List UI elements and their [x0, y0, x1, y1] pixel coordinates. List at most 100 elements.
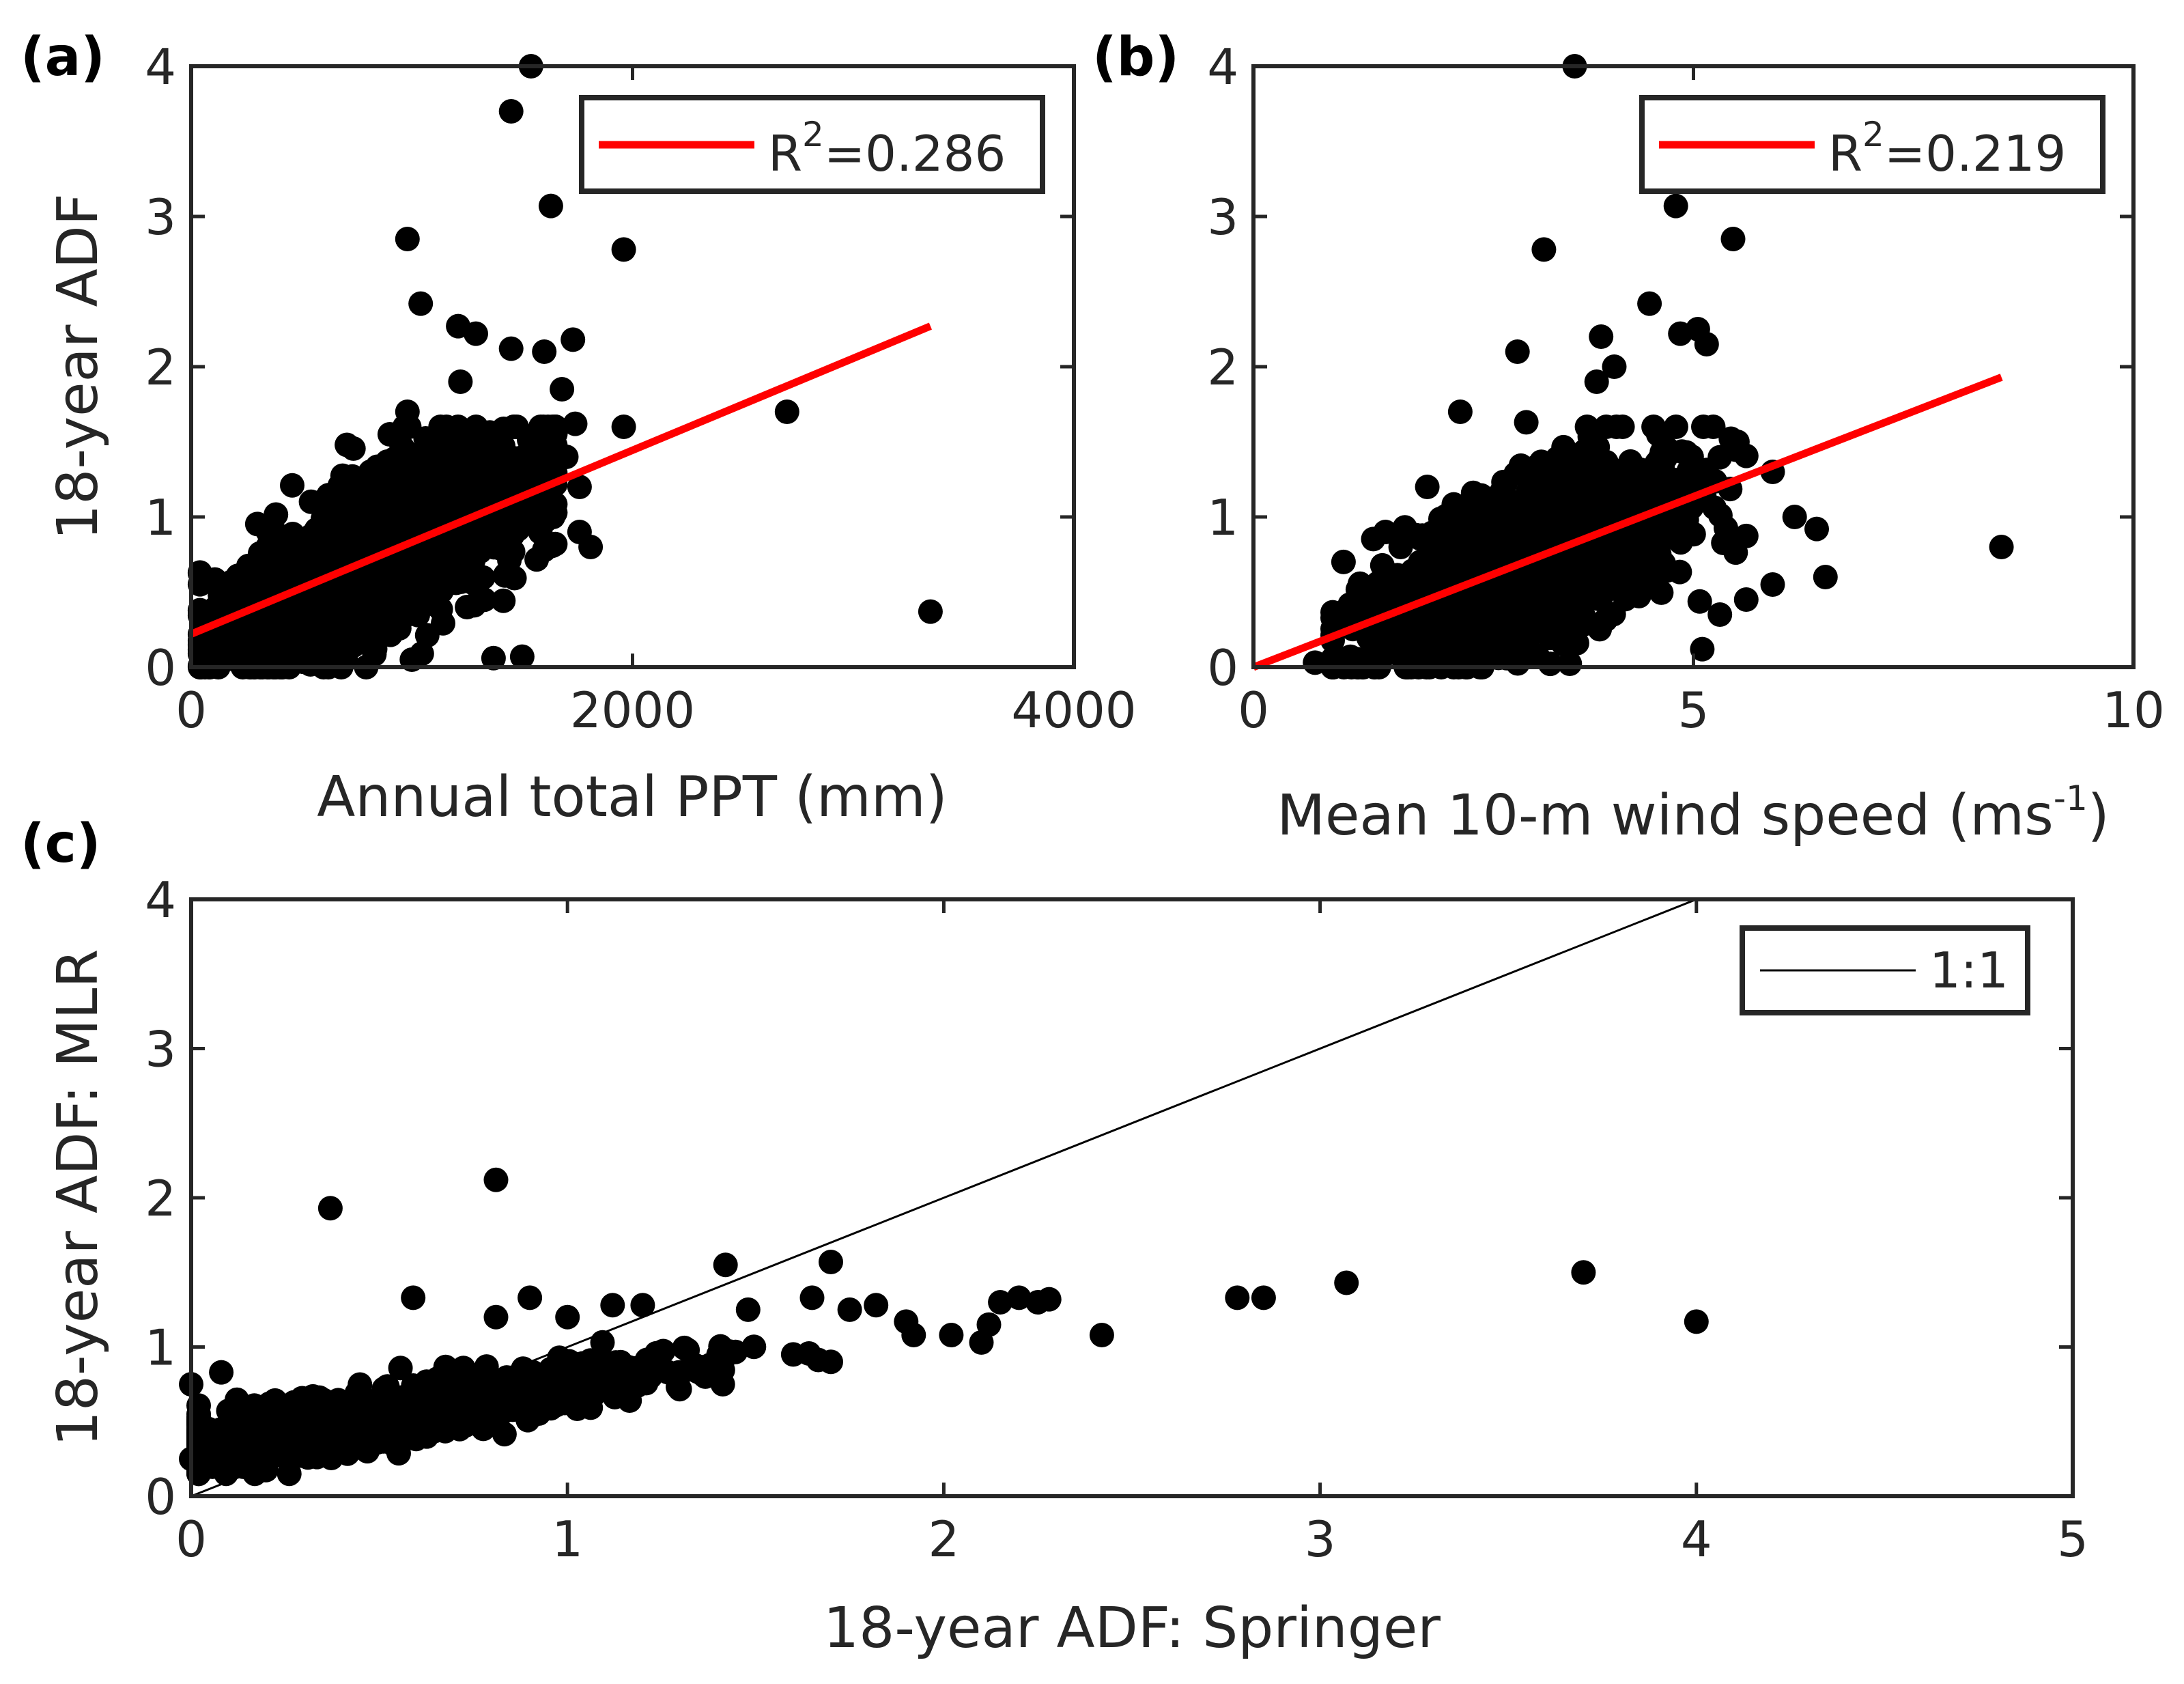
panel-b-point	[1645, 422, 1671, 447]
panel-a-legend-label-sup: 2	[802, 115, 824, 154]
panel-a-point	[275, 615, 300, 641]
panel-c-point	[638, 1364, 663, 1390]
panel-c-point	[481, 1397, 507, 1422]
panel-b-point	[1470, 548, 1495, 574]
panel-b-point	[1638, 546, 1663, 572]
panel-a-point	[395, 399, 420, 424]
panel-a-point	[509, 644, 535, 669]
panel-b-point	[1337, 650, 1363, 675]
panel-b-point	[1498, 602, 1523, 627]
panel-b-point	[1593, 607, 1618, 632]
panel-c-point	[864, 1293, 889, 1318]
panel-b-xlabel-tail: )	[2088, 783, 2110, 848]
panel-b-point	[1516, 610, 1542, 635]
panel-a-point	[481, 422, 506, 447]
panel-a-ytick-label: 2	[145, 339, 176, 396]
panel-a-point	[414, 471, 440, 496]
panel-b-ticks: 0 5 10 0 1 2 3 4	[1207, 38, 2165, 739]
panel-b-point	[1471, 641, 1496, 666]
panel-c-point	[819, 1349, 843, 1375]
panel-a-point	[464, 321, 488, 346]
panel-a-point	[611, 237, 636, 262]
panel-c-point	[710, 1336, 735, 1361]
panel-b-point	[1584, 547, 1609, 572]
panel-b-point	[1303, 650, 1328, 675]
panel-c: (c) 0 1 2 3 4 5 0 1 2 3 4 1:1 18-year ADF: Springe…	[20, 813, 2088, 1661]
panel-c-point	[228, 1402, 253, 1427]
panel-a-point	[320, 618, 345, 643]
panel-c-point	[556, 1362, 581, 1388]
panel-b-point	[1369, 621, 1394, 647]
panel-b-point	[1551, 434, 1576, 460]
panel-b-point	[1690, 636, 1715, 662]
panel-b-point	[1479, 603, 1504, 628]
panel-c-ytick-label: 4	[145, 871, 176, 929]
panel-a-point	[347, 608, 372, 633]
panel-b-point	[1503, 461, 1529, 486]
panel-c-point	[282, 1423, 307, 1448]
panel-c-point	[600, 1293, 625, 1318]
panel-b-point	[1707, 503, 1733, 528]
panel-a-point	[774, 399, 799, 424]
panel-b-ytick-label: 0	[1207, 639, 1238, 697]
panel-b-point	[1649, 580, 1674, 605]
panel-a-point	[280, 473, 304, 498]
panel-b-point	[1760, 572, 1785, 597]
panel-b-point	[1583, 457, 1608, 482]
panel-a-legend-label-base: R	[768, 125, 802, 182]
panel-a-point	[493, 464, 518, 489]
panel-c-point	[1036, 1287, 1062, 1312]
panel-c-point	[735, 1297, 761, 1322]
panel-a-point	[517, 494, 543, 519]
panel-a-point	[472, 456, 498, 481]
panel-c-point	[266, 1399, 292, 1424]
panel-a-ticks: 0 2000 4000 0 1 2 3 4	[145, 38, 1136, 739]
panel-b-ytick-label: 4	[1207, 38, 1238, 96]
panel-a-point	[428, 415, 453, 439]
panel-a-point	[519, 431, 544, 456]
panel-b-point	[1694, 332, 1719, 356]
panel-c-point	[1006, 1285, 1032, 1310]
panel-c-point	[474, 1354, 499, 1379]
panel-b-point	[1434, 602, 1458, 627]
panel-c-point	[317, 1196, 343, 1221]
panel-b-point	[1615, 572, 1641, 597]
panel-b-point	[1507, 496, 1532, 522]
panel-b-point	[1733, 587, 1759, 612]
panel-a-point	[371, 526, 396, 551]
panel-a-legend[interactable]: R2=0.286	[579, 95, 1045, 194]
panel-b-point	[1782, 505, 1807, 529]
panel-c-point	[555, 1304, 580, 1330]
panel-a-point	[298, 489, 324, 514]
panel-a-legend-label: R2=0.286	[768, 115, 1006, 182]
panel-a-point	[550, 377, 575, 402]
panel-b-point	[1544, 589, 1570, 614]
panel-c-point	[976, 1312, 1002, 1337]
panel-b-legend[interactable]: R2=0.219	[1639, 95, 2105, 194]
panel-a-point	[554, 445, 579, 469]
panel-c-xtick-label: 2	[928, 1511, 959, 1568]
panel-a-xtick-label: 0	[175, 682, 207, 739]
panel-c-point	[837, 1297, 862, 1322]
panel-a-point	[250, 637, 275, 662]
panel-c-point	[1089, 1323, 1114, 1347]
panel-b-ytick-label: 1	[1207, 489, 1238, 546]
panel-b-point	[1462, 524, 1488, 549]
panel-b-point	[1514, 410, 1539, 435]
panel-a-point	[408, 291, 434, 316]
panel-b-xtick-label: 5	[1678, 682, 1710, 739]
panel-b-point	[1355, 585, 1380, 611]
panel-c-xtick-label: 4	[1681, 1511, 1712, 1568]
panel-c-legend[interactable]: 1:1	[1740, 925, 2030, 1015]
panel-b-point	[1626, 521, 1651, 546]
panel-b-fit-line	[1252, 374, 2003, 671]
panel-c-point	[651, 1338, 676, 1364]
panel-c-point	[515, 1407, 541, 1433]
panel-a-point	[563, 411, 588, 436]
panel-a-point	[500, 522, 525, 548]
panel-b-xlabel-sup: -1	[2054, 778, 2088, 818]
panel-b-point	[1361, 527, 1386, 552]
panel-c-point	[530, 1378, 556, 1403]
panel-c-point	[348, 1372, 373, 1397]
